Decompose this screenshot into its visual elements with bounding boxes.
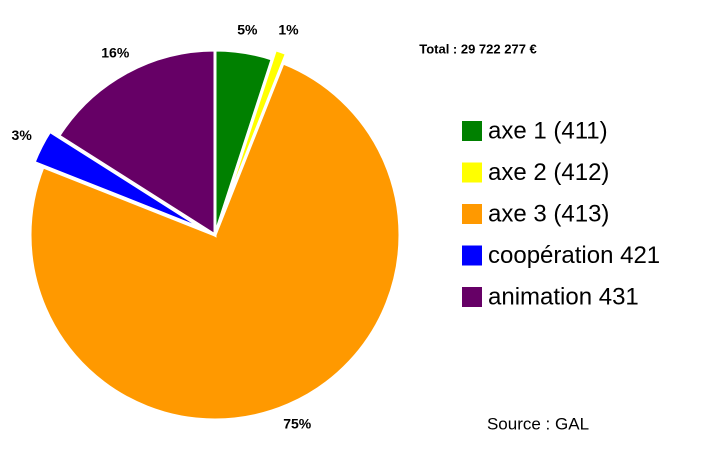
slice-label: 3%: [12, 127, 33, 143]
slice-label: 5%: [237, 21, 258, 37]
legend-swatch: [462, 162, 482, 183]
legend-swatch: [462, 204, 482, 224]
legend-label: axe 1 (411): [488, 117, 608, 144]
pie-slice: [28, 61, 402, 422]
legend-swatch: [462, 245, 482, 266]
pie-slice: [32, 129, 207, 232]
legend-label: axe 3 (413): [488, 200, 609, 227]
slice-label: 1%: [278, 22, 299, 38]
legend-label: animation 431: [488, 283, 639, 310]
chart-title: Total : 29 722 277 €: [419, 41, 537, 56]
slice-label: 75%: [283, 416, 312, 432]
legend-swatch: [462, 121, 482, 141]
legend-label: coopération 421: [488, 242, 660, 269]
pie-slice: [56, 48, 217, 238]
legend-swatch: [462, 287, 482, 307]
slice-label: 16%: [101, 44, 130, 60]
legend-label: axe 2 (412): [488, 159, 609, 186]
source: Source : GAL: [487, 414, 589, 433]
